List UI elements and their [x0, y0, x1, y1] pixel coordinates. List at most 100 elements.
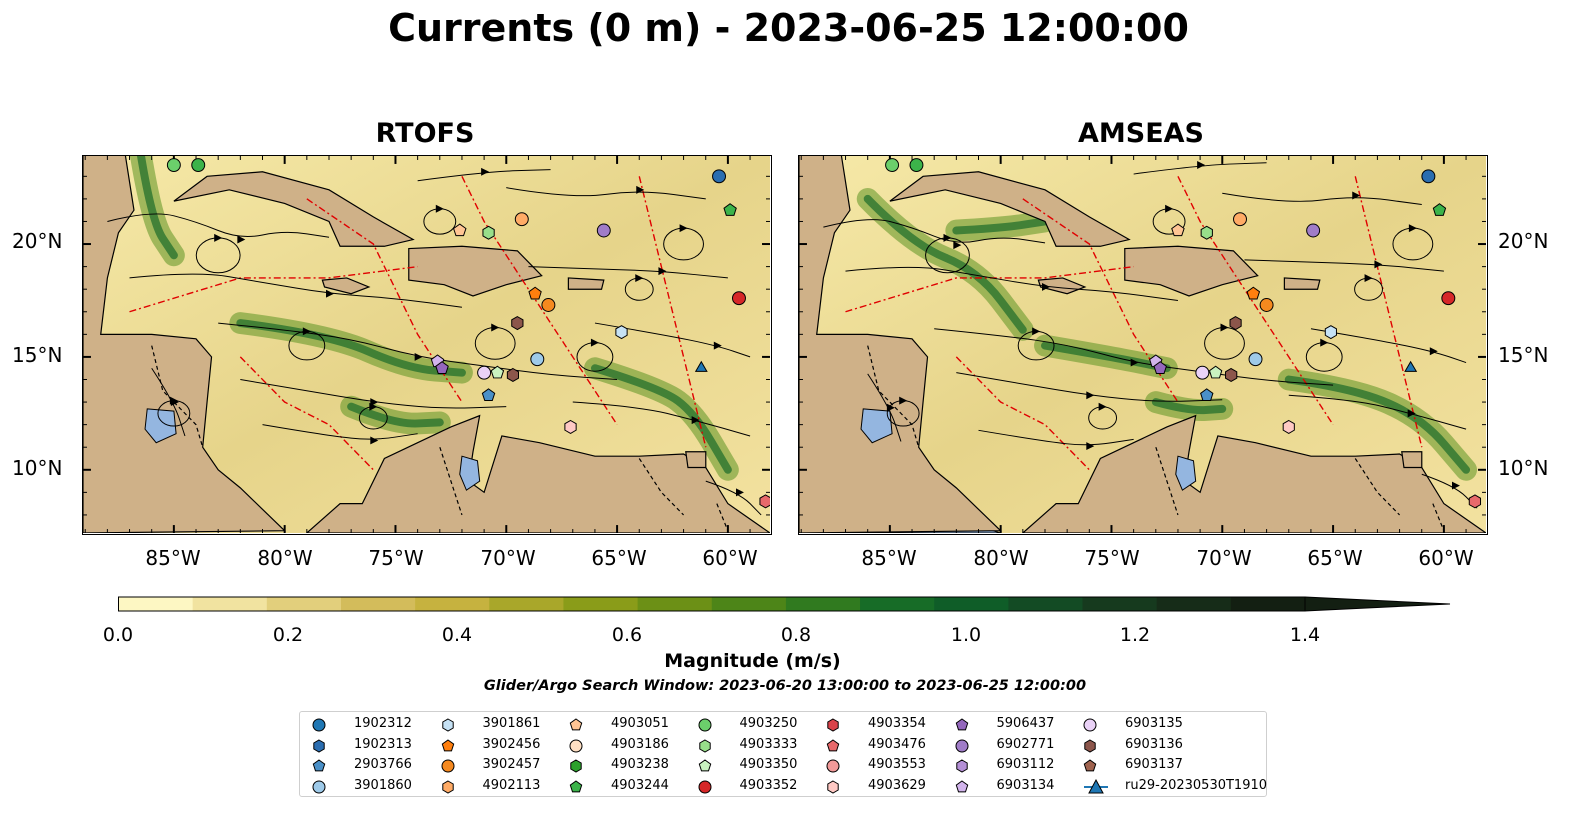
streamline-arrow: [481, 167, 490, 176]
eez-boundary: [306, 198, 463, 403]
float-marker[interactable]: [759, 494, 770, 509]
float-marker[interactable]: [694, 360, 708, 372]
float-marker[interactable]: [1195, 365, 1210, 380]
colorbar-tick: 0.6: [611, 624, 643, 646]
float-marker[interactable]: [1404, 360, 1418, 372]
land-mass: [799, 156, 1003, 533]
colorbar-cell: [340, 597, 416, 611]
float-marker[interactable]: [541, 298, 556, 312]
float-marker[interactable]: [1441, 291, 1456, 306]
float-marker[interactable]: [1229, 316, 1242, 331]
streamline: [107, 213, 330, 238]
float-marker[interactable]: [712, 169, 726, 184]
float-marker[interactable]: [1153, 361, 1167, 374]
float-marker[interactable]: [514, 212, 529, 227]
float-marker[interactable]: [191, 158, 206, 172]
streamline-arrow: [713, 341, 722, 350]
legend-marker-icon: [826, 739, 840, 752]
float-marker[interactable]: [1248, 352, 1263, 367]
float-marker[interactable]: [511, 316, 524, 331]
streamline-arrow: [1042, 282, 1050, 291]
streamline: [978, 429, 1134, 446]
lake: [1175, 455, 1197, 491]
float-marker[interactable]: [1233, 212, 1247, 227]
float-marker[interactable]: [435, 361, 449, 374]
float-marker[interactable]: [615, 325, 628, 340]
float-marker[interactable]: [530, 352, 545, 367]
legend-label: 1902313: [354, 736, 412, 752]
eez-boundary: [638, 176, 707, 448]
legend-marker-icon: [955, 718, 968, 731]
float-marker[interactable]: [481, 388, 496, 402]
float-legend: 1902312 1902313 2903766 3901860 3901861 39024…: [299, 711, 1267, 797]
float-marker[interactable]: [909, 158, 924, 172]
float-marker[interactable]: [528, 286, 542, 300]
streamline-arrow: [953, 241, 962, 250]
country-border: [1155, 446, 1179, 516]
streamline-arrow: [1407, 409, 1416, 418]
current-core: [590, 364, 732, 474]
streamline: [934, 328, 1334, 386]
legend-label: 4902113: [482, 778, 541, 794]
lat-label-15n-left: 15°N: [12, 343, 63, 367]
lon-label-80w-left: 80°W: [257, 546, 313, 570]
legend-label: 4903352: [739, 778, 798, 794]
float-marker[interactable]: [166, 158, 181, 172]
legend-label: 4903238: [611, 757, 669, 773]
lat-label-10n-left: 10°N: [12, 456, 63, 480]
streamline-arrow: [590, 338, 599, 347]
float-marker[interactable]: [1324, 325, 1337, 340]
float-marker[interactable]: [1171, 223, 1185, 237]
float-marker[interactable]: [732, 291, 746, 306]
float-marker[interactable]: [1421, 169, 1436, 184]
float-marker[interactable]: [596, 223, 611, 238]
float-marker[interactable]: [1306, 223, 1321, 238]
legend-label: 4903051: [611, 716, 669, 731]
legend-marker-icon: [826, 759, 840, 773]
float-marker[interactable]: [452, 223, 467, 237]
float-marker[interactable]: [1259, 298, 1274, 312]
legend-label: 2903766: [354, 757, 412, 773]
float-marker[interactable]: [1468, 494, 1482, 509]
map-rtofs[interactable]: [82, 155, 772, 535]
float-marker[interactable]: [1208, 365, 1223, 379]
streamline-arrow: [635, 274, 644, 283]
legend-label: ru29-20230530T1910: [1125, 778, 1268, 794]
land-mass: [1401, 451, 1423, 469]
eez-boundary: [845, 265, 1134, 313]
streamline: [823, 219, 1046, 244]
legend-marker-icon: [313, 739, 325, 753]
streamline-arrow: [899, 396, 908, 405]
float-marker[interactable]: [506, 367, 519, 382]
lat-label-20n-right: 20°N: [1498, 229, 1549, 253]
streamline-arrow: [435, 204, 444, 213]
legend-label: 6903112: [996, 757, 1055, 773]
float-marker[interactable]: [885, 158, 900, 172]
streamline-arrow: [369, 402, 378, 411]
streamline: [1288, 394, 1467, 430]
float-marker[interactable]: [1246, 286, 1261, 300]
colorbar-extend-arrow: [1304, 596, 1451, 612]
legend-label: 4903629: [868, 778, 926, 794]
float-marker[interactable]: [490, 365, 505, 379]
legend-label: 4903354: [868, 716, 926, 731]
country-border: [151, 345, 204, 448]
legend-marker-icon: [441, 739, 454, 752]
legend-label: 3901861: [482, 716, 541, 731]
legend-marker-icon: [827, 718, 839, 732]
float-marker[interactable]: [1200, 225, 1213, 240]
float-marker[interactable]: [564, 419, 577, 434]
float-marker[interactable]: [1432, 203, 1447, 216]
float-marker[interactable]: [1282, 419, 1295, 434]
float-marker[interactable]: [477, 365, 492, 380]
lon-label-85w-right: 85°W: [861, 546, 917, 570]
streamline-arrow: [1086, 391, 1095, 400]
map-amseas[interactable]: [798, 155, 1488, 535]
legend-label: 6903134: [996, 778, 1055, 794]
colorbar-cell: [415, 597, 490, 611]
float-marker[interactable]: [1225, 367, 1238, 382]
float-marker[interactable]: [1200, 388, 1214, 402]
legend-marker-icon: [955, 759, 968, 773]
float-marker[interactable]: [723, 203, 737, 216]
float-marker[interactable]: [482, 225, 495, 240]
